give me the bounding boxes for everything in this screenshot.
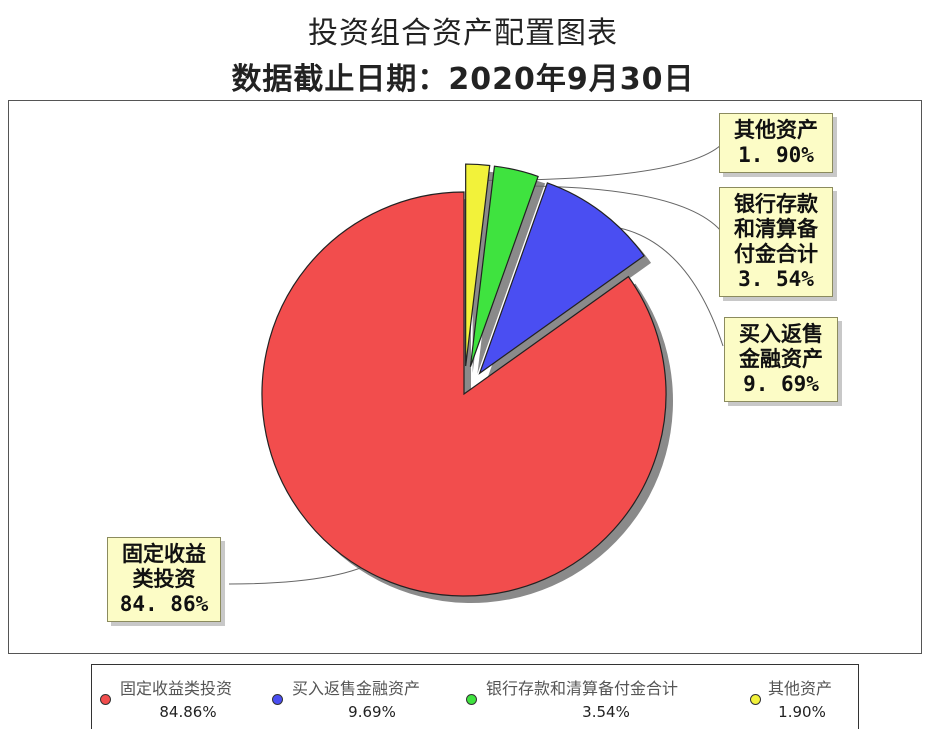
callout-value: 84. 86% — [119, 592, 209, 616]
callout-value: 9. 69% — [743, 372, 819, 396]
legend-label: 银行存款和清算备付金合计 — [486, 679, 679, 698]
chart-title: 投资组合资产配置图表 — [308, 16, 618, 51]
callout-bank-deposits: 银行存款 和清算备 付金合计 3. 54% — [719, 187, 833, 297]
legend-value: 3.54% — [582, 703, 630, 721]
callout-repo-assets: 买入返售 金融资产 9. 69% — [724, 317, 838, 402]
pie-slice-other — [465, 163, 491, 367]
pie-slice-bank — [469, 165, 539, 367]
callout-value: 3. 54% — [738, 267, 814, 291]
legend-value: 84.86% — [159, 703, 217, 721]
legend-swatch — [750, 694, 761, 705]
plot-area: 固定收益 类投资 84. 86% 买入返售 金融资产 9. 69% 银行存款 和… — [8, 100, 922, 654]
legend-item-repo-assets: 买入返售金融资产 9.69% — [272, 675, 472, 725]
pie-slice-repo — [478, 182, 645, 375]
pie-slice-fixed — [261, 191, 667, 597]
slices — [261, 163, 667, 597]
callout-fixed-income: 固定收益 类投资 84. 86% — [107, 537, 221, 622]
callout-name-line: 金融资产 — [739, 347, 823, 371]
callout-name-line: 类投资 — [132, 567, 196, 591]
legend-swatch — [100, 694, 111, 705]
callout-name-line: 固定收益 — [122, 542, 206, 566]
callout-name-line: 买入返售 — [739, 322, 823, 346]
legend: 固定收益类投资 84.86% 买入返售金融资产 9.69% 银行存款和清算备付金… — [91, 664, 859, 729]
legend-value: 1.90% — [778, 703, 826, 721]
chart-subtitle: 数据截止日期：2020年9月30日 — [231, 62, 695, 97]
callout-name-line: 银行存款 — [734, 192, 818, 216]
callout-name-line: 其他资产 — [734, 118, 818, 142]
slice-shadow-bank — [477, 173, 546, 374]
legend-item-bank-deposits: 银行存款和清算备付金合计 3.54% — [466, 675, 726, 725]
callout-name-line: 和清算备 — [734, 217, 818, 241]
legend-item-fixed-income: 固定收益类投资 84.86% — [100, 675, 280, 725]
callout-other-assets: 其他资产 1. 90% — [719, 113, 833, 173]
legend-label: 固定收益类投资 — [120, 679, 233, 698]
legend-swatch — [272, 694, 283, 705]
legend-item-other-assets: 其他资产 1.90% — [750, 675, 854, 725]
legend-label: 其他资产 — [768, 679, 833, 698]
pie-chart — [228, 144, 724, 603]
legend-label: 买入返售金融资产 — [292, 679, 421, 698]
legend-swatch — [466, 694, 477, 705]
callout-value: 1. 90% — [738, 143, 814, 167]
legend-value: 9.69% — [348, 703, 396, 721]
callout-name-line: 付金合计 — [734, 242, 818, 266]
